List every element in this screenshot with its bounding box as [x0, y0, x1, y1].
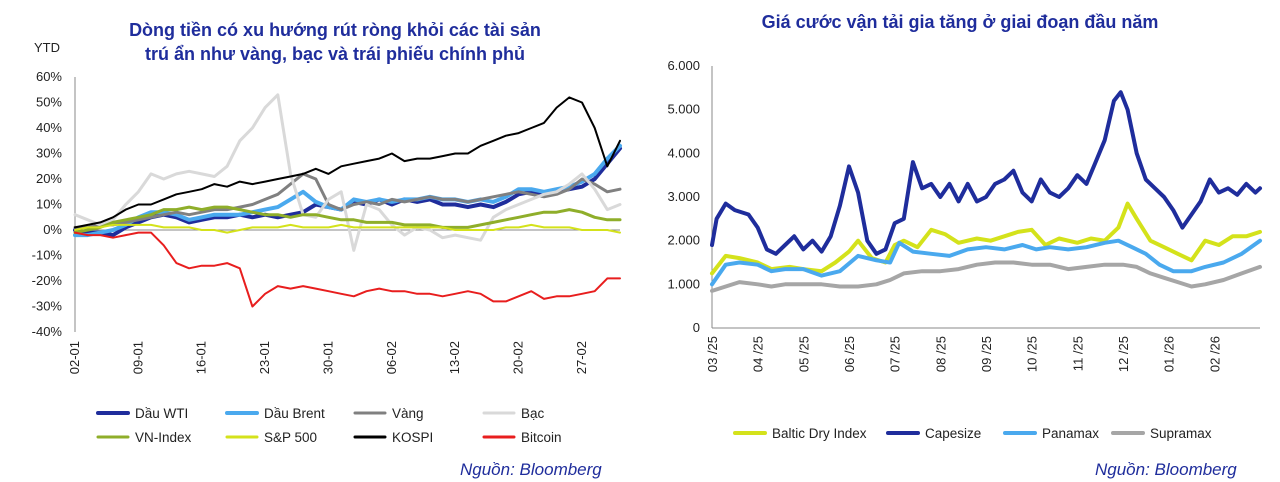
x-tick-label: 03 /25 [705, 336, 720, 372]
x-tick-label: 08 /25 [933, 336, 948, 372]
right-chart-title: Giá cước vận tải gia tăng ở giai đoạn đầ… [761, 12, 1159, 32]
left-chart-panel: Dòng tiền có xu hướng rút ròng khỏi các … [32, 18, 622, 479]
right-chart-source: Nguồn: Bloomberg [1095, 460, 1237, 479]
y-tick-label: 6.000 [667, 58, 700, 73]
series-line-vn-index [73, 205, 622, 235]
x-tick-label: 05 /25 [796, 336, 811, 372]
legend-label-panamax: Panamax [1042, 426, 1099, 441]
legend-label-bitcoin: Bitcoin [521, 430, 562, 445]
left-chart-title-line-1: Dòng tiền có xu hướng rút ròng khỏi các … [129, 20, 541, 40]
x-tick-label: 23-01 [257, 341, 272, 374]
x-tick-label: 16-01 [194, 341, 209, 374]
y-tick-label: 0% [43, 222, 62, 237]
y-tick-label: 4.000 [667, 145, 700, 160]
y-tick-label: 30% [36, 146, 62, 161]
y-tick-label: -40% [32, 324, 63, 339]
x-tick-label: 01 /26 [1162, 336, 1177, 372]
x-tick-label: 06 /25 [842, 336, 857, 372]
left-chart-title: Dòng tiền có xu hướng rút ròng khỏi các … [60, 18, 610, 66]
x-tick-label: 02-01 [67, 341, 82, 374]
legend-label-s-p-500: S&P 500 [264, 430, 317, 445]
x-tick-label: 02 /26 [1207, 336, 1222, 372]
legend-label-d-u-wti: Dầu WTI [135, 406, 188, 421]
y-tick-label: 0 [693, 320, 700, 335]
x-tick-label: 20-02 [511, 341, 526, 374]
legend-label-d-u-brent: Dầu Brent [264, 406, 325, 421]
series-line-kospi [74, 96, 621, 229]
x-tick-label: 09-01 [130, 341, 145, 374]
legend-label-kospi: KOSPI [392, 430, 433, 445]
x-tick-label: 07 /25 [888, 336, 903, 372]
y-tick-label: 50% [36, 95, 62, 110]
series-line-v-ng [73, 172, 622, 229]
y-tick-label: 10% [36, 197, 62, 212]
x-tick-label: 12 /25 [1116, 336, 1131, 372]
series-line-panamax [710, 238, 1262, 287]
x-tick-label: 10 /25 [1025, 336, 1040, 372]
series-line-baltic-dry-index [710, 201, 1262, 276]
legend-label-supramax: Supramax [1150, 426, 1212, 441]
y-tick-label: 60% [36, 69, 62, 84]
x-tick-label: 06-02 [384, 341, 399, 374]
right-line-chart: 6.000 5.000 4.000 3.000 2.000 1.000 0 03 /25 04 … [667, 58, 1262, 441]
y-tick-label: -20% [32, 273, 63, 288]
y-tick-label: 20% [36, 171, 62, 186]
series-line-bitcoin [74, 231, 621, 308]
x-tick-label: 13-02 [447, 341, 462, 374]
series-line-d-u-brent [73, 143, 622, 238]
left-line-chart: 60% 50% 40% 30% 20% 10% 0% -10% -20% -30% -40% YTD 0… [32, 40, 622, 445]
y-tick-label: 5.000 [667, 102, 700, 117]
series-line-capesize [710, 90, 1262, 256]
y-tick-label: 3.000 [667, 189, 700, 204]
y-tick-label: -30% [32, 299, 63, 314]
y-tick-label: 40% [36, 120, 62, 135]
legend-label-v-ng: Vàng [392, 406, 424, 421]
left-chart-source: Nguồn: Bloomberg [460, 460, 602, 479]
y-axis-label: YTD [34, 40, 60, 55]
x-tick-label: 11 /25 [1070, 336, 1085, 371]
x-tick-label: 09 /25 [979, 336, 994, 372]
x-tick-label: 27-02 [574, 341, 589, 374]
x-tick-label: 04 /25 [751, 336, 766, 372]
x-tick-label: 30-01 [320, 341, 335, 374]
series-line-supramax [710, 260, 1262, 293]
left-chart-title-line-2: trú ẩn như vàng, bạc và trái phiếu chính… [144, 44, 526, 64]
legend-label-b-c: Bạc [521, 406, 545, 421]
y-tick-label: 2.000 [667, 233, 700, 248]
legend-label-vn-index: VN-Index [135, 430, 192, 445]
series-line-s-p-500 [74, 223, 621, 234]
right-chart-panel: Giá cước vận tải gia tăng ở giai đoạn đầ… [640, 0, 1280, 482]
y-tick-label: -10% [32, 248, 63, 263]
legend-label-baltic-dry-index: Baltic Dry Index [772, 426, 867, 441]
legend-label-capesize: Capesize [925, 426, 981, 441]
y-tick-label: 1.000 [667, 276, 700, 291]
